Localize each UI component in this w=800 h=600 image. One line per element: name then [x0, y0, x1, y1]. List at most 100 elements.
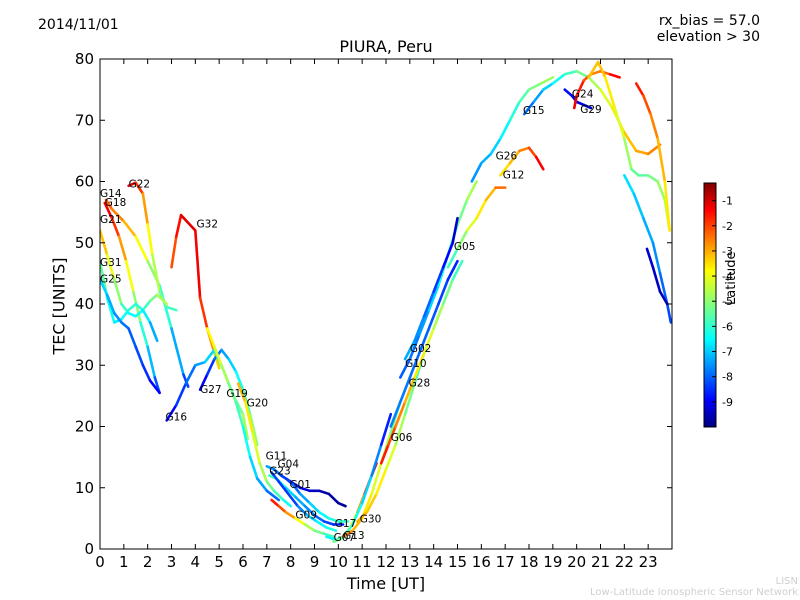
series-g09	[270, 498, 335, 539]
series-segment	[284, 486, 297, 499]
series-label-g29: G29	[580, 104, 602, 116]
series-label-g12: G12	[503, 169, 525, 181]
series-label-g27: G27	[200, 384, 222, 396]
series-segment	[572, 94, 578, 110]
y-tick-label: 20	[75, 418, 94, 436]
series-segment	[165, 403, 178, 422]
series-label-g19: G19	[226, 388, 248, 400]
series-segment	[198, 373, 209, 392]
series-segment	[327, 492, 340, 505]
series-segment	[522, 100, 536, 116]
series-segment	[663, 180, 671, 232]
credit-lisn: LISN	[775, 576, 798, 587]
series-segment	[389, 400, 402, 428]
series-segment	[317, 510, 331, 520]
x-tick-label: 13	[400, 553, 419, 571]
series-segment	[258, 461, 269, 483]
series-label-g16: G16	[166, 411, 188, 423]
series-segment	[645, 247, 655, 269]
series-segment	[403, 382, 416, 416]
series-segment	[205, 357, 216, 376]
series-segment	[294, 517, 307, 526]
series-segment	[151, 253, 161, 294]
series-label-g10: G10	[405, 358, 427, 370]
series-segment	[484, 186, 497, 202]
y-tick-label: 70	[75, 111, 94, 129]
series-label-g17: G17	[335, 518, 357, 530]
series-segment	[241, 412, 250, 441]
series-segment	[634, 149, 650, 156]
series-segment	[194, 360, 207, 367]
series-label-g23: G23	[269, 465, 291, 477]
series-g26	[470, 76, 555, 183]
series-segment	[451, 259, 464, 281]
series-segment	[360, 474, 374, 505]
series-label-g26: G26	[496, 150, 518, 162]
series-segment	[665, 302, 672, 324]
series-segment	[398, 376, 412, 404]
series-segment	[141, 363, 152, 382]
series-g20	[236, 382, 292, 508]
colorbar-tick-label: -4	[722, 270, 733, 283]
series-segment	[337, 501, 347, 508]
series-segment	[325, 535, 338, 542]
series-label-g30: G30	[360, 514, 382, 526]
series-segment	[534, 155, 545, 171]
series-segment	[370, 461, 383, 496]
series-segment	[270, 498, 281, 508]
series-segment	[291, 483, 302, 496]
series-segment	[134, 302, 145, 312]
colorbar-tick-label: -7	[722, 346, 733, 359]
series-segment	[375, 468, 388, 496]
series-g07	[332, 412, 393, 543]
series-segment	[341, 529, 354, 539]
series-segment	[508, 149, 521, 165]
series-segment	[184, 363, 197, 385]
series-label-g25: G25	[100, 274, 122, 286]
colorbar-tick-label: -8	[722, 371, 733, 384]
series-segment	[146, 345, 157, 379]
series-segment	[315, 520, 328, 529]
x-tick-label: 17	[496, 553, 515, 571]
series-segment	[141, 308, 152, 324]
series-segment	[422, 290, 435, 318]
series-segment	[170, 327, 185, 376]
series-segment	[642, 94, 652, 116]
series-segment	[296, 504, 309, 517]
series-segment	[427, 284, 440, 312]
series-segment	[365, 492, 378, 514]
plot-frame	[99, 58, 673, 550]
series-segment	[104, 198, 114, 211]
series-segment	[379, 443, 390, 465]
series-segment	[272, 489, 285, 502]
x-tick-label: 16	[472, 553, 491, 571]
series-segment	[403, 339, 416, 361]
series-segment	[437, 278, 450, 306]
series-segment	[508, 100, 521, 122]
series-segment	[441, 241, 455, 269]
series-label-g18: G18	[105, 197, 127, 209]
series-segment	[351, 501, 364, 526]
series-label-g28: G28	[409, 378, 431, 390]
series-segment	[303, 504, 316, 517]
x-tick-label: 6	[238, 553, 248, 571]
x-tick-label: 15	[448, 553, 467, 571]
credit-network: Low-Latitude Ionospheric Sensor Network	[590, 587, 798, 598]
series-unlabeled-33	[645, 247, 669, 306]
x-tick-label: 12	[376, 553, 395, 571]
series-segment	[298, 492, 312, 505]
x-tick-label: 1	[119, 553, 129, 571]
series-segment	[127, 302, 138, 312]
series-segment	[105, 296, 116, 324]
series-segment	[518, 88, 531, 104]
series-label-g11: G11	[266, 451, 288, 463]
y-tick-label: 10	[75, 479, 94, 497]
series-g06	[379, 259, 464, 465]
x-tick-label: 23	[639, 553, 658, 571]
series-segment	[613, 106, 626, 140]
series-segment	[456, 198, 469, 226]
series-segment	[174, 382, 188, 407]
series-g28	[389, 259, 459, 428]
series-segment	[603, 76, 617, 110]
series-segment	[286, 492, 300, 508]
